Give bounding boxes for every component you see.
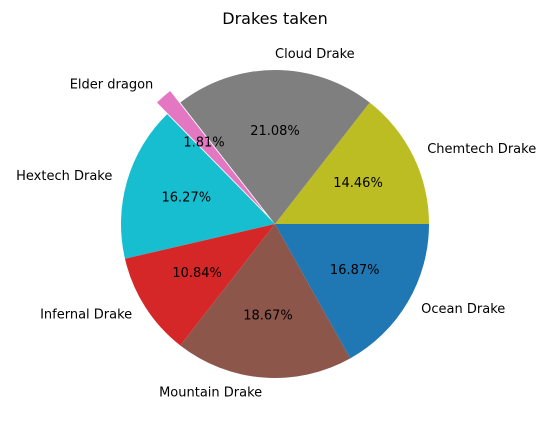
slice-percent-chemtech-drake: 14.46% <box>333 176 383 191</box>
slice-percent-infernal-drake: 10.84% <box>172 266 222 281</box>
pie-slice-mountain-drake <box>180 224 351 378</box>
slice-label-mountain-drake: Mountain Drake <box>159 385 262 400</box>
slice-percent-mountain-drake: 18.67% <box>243 309 293 324</box>
pie-slice-infernal-drake <box>124 224 275 346</box>
pie-slice-chemtech-drake <box>275 102 430 224</box>
slice-label-cloud-drake: Cloud Drake <box>275 47 355 62</box>
slice-label-infernal-drake: Infernal Drake <box>40 308 132 323</box>
slice-label-elder-dragon: Elder dragon <box>70 77 154 92</box>
slice-label-ocean-drake: Ocean Drake <box>421 302 505 317</box>
pie-slice-hextech-drake <box>121 114 276 259</box>
pie-slices <box>121 70 430 378</box>
slice-percent-hextech-drake: 16.27% <box>162 191 212 206</box>
pie-labels: Chemtech Drake 14.46% Cloud Drake 21.08% Eld… <box>16 47 536 400</box>
pie-slice-cloud-drake <box>180 70 370 224</box>
slice-label-chemtech-drake: Chemtech Drake <box>427 142 536 157</box>
slice-percent-ocean-drake: 16.87% <box>330 263 380 278</box>
chart-title: Drakes taken <box>222 9 327 28</box>
pie-slice-ocean-drake <box>275 224 429 359</box>
slice-percent-cloud-drake: 21.08% <box>250 124 300 139</box>
slice-label-hextech-drake: Hextech Drake <box>16 169 112 184</box>
slice-percent-elder-dragon: 1.81% <box>183 135 224 150</box>
pie-slice-elder-dragon <box>156 90 265 213</box>
